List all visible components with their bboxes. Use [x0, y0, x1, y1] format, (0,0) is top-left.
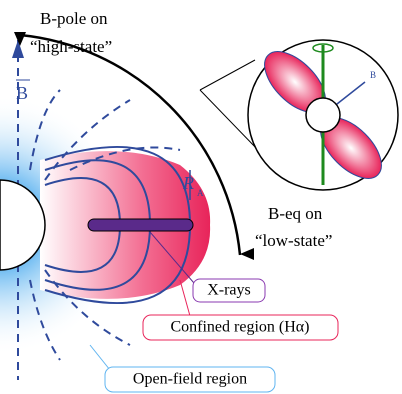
inset-b-label: B [370, 70, 376, 80]
xrays-label: X-rays [207, 282, 251, 299]
ra-subscript: A [197, 188, 204, 198]
ra-label: R [182, 173, 194, 193]
open-field-label: Open-field region [133, 371, 247, 388]
low-state-label: “low-state” [255, 231, 332, 250]
diagram: B B-pole on “high-state” B-eq on “low-st… [0, 0, 402, 394]
inset: B [248, 40, 398, 190]
xray-bar [88, 219, 193, 231]
pole-marker [14, 32, 26, 46]
confined-pointer [180, 280, 190, 316]
b-arrow-head [12, 40, 24, 58]
open-field-pointer [90, 345, 110, 370]
b-vector-label: B [16, 83, 28, 103]
high-state-label: “high-state” [30, 37, 112, 56]
b-pole-label: B-pole on [40, 9, 108, 28]
confined-label: Confined region (Hα) [170, 319, 309, 336]
b-eq-label: B-eq on [268, 204, 323, 223]
eq-marker [240, 248, 254, 260]
